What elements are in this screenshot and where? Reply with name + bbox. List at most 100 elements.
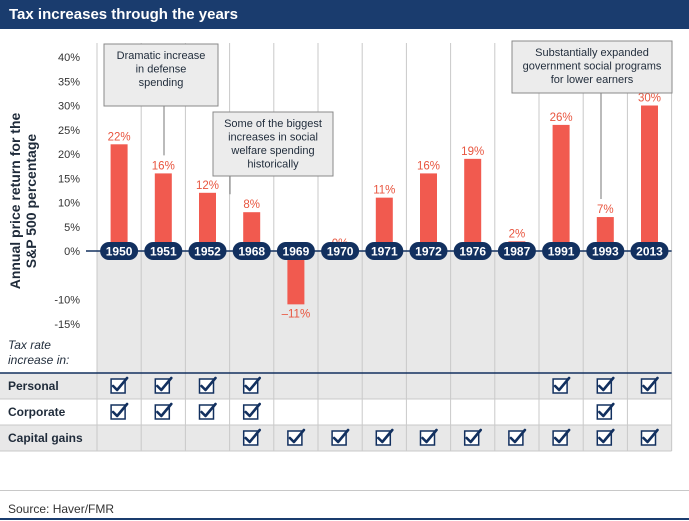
- year-badge-1993: [586, 242, 625, 260]
- year-badge-1971: [365, 242, 404, 260]
- bar-1968: [243, 212, 261, 251]
- checkbox-icon: [375, 430, 392, 446]
- checkbox-icon: [242, 404, 259, 420]
- bar-1972: [420, 173, 437, 251]
- year-badge-label-1968: 1968: [238, 245, 265, 259]
- y-tick-label: 25%: [58, 125, 80, 137]
- bar-1952: [199, 192, 216, 251]
- year-badge-label-2013: 2013: [636, 245, 663, 259]
- year-badge-1991: [542, 242, 581, 260]
- check-mark-icon: [598, 428, 615, 444]
- value-label-1950: 22%: [108, 131, 131, 143]
- value-label-1987: 2%: [509, 228, 526, 240]
- annotation-text: Substantially expanded: [535, 47, 649, 59]
- year-badge-1972: [409, 242, 448, 260]
- check-mark-icon: [598, 376, 615, 392]
- y-tick-label: -15%: [54, 319, 80, 331]
- year-badge-2013: [630, 242, 669, 260]
- bar-chart: 40% 35% 30% 25% 20% 15% 10% 5% 0% -10% -15% Annual …: [0, 40, 673, 452]
- checkbox-icon: [110, 404, 126, 420]
- check-mark-icon: [465, 428, 482, 444]
- y-tick-label: 30%: [58, 101, 80, 113]
- bar-1991: [552, 124, 570, 251]
- y-tick-label: 40%: [58, 52, 80, 64]
- year-badge-label-1993: 1993: [592, 245, 619, 259]
- checkbox-icon: [242, 378, 259, 394]
- header-bar: Tax increases through the years: [0, 0, 689, 29]
- annotation-text: welfare spending: [230, 145, 314, 157]
- checkbox-icon: [198, 404, 215, 420]
- year-badge-label-1952: 1952: [194, 245, 221, 259]
- year-badge-label-1991: 1991: [548, 245, 575, 259]
- year-badge-label-1987: 1987: [504, 245, 531, 259]
- check-mark-icon: [200, 376, 217, 392]
- check-mark-icon: [509, 428, 527, 444]
- checkbox-icon: [154, 378, 171, 394]
- check-mark-icon: [553, 428, 571, 444]
- year-badge-1952: [188, 242, 227, 260]
- annotation-text: government social programs: [523, 61, 662, 73]
- checkbox-icon: [552, 430, 568, 446]
- value-label-1968: 8%: [243, 199, 260, 211]
- check-mark-icon: [642, 428, 659, 444]
- negative-region-shade: [97, 251, 672, 373]
- check-mark-icon: [200, 402, 217, 418]
- bar-1950: [110, 144, 128, 251]
- year-badge-label-1951: 1951: [150, 245, 177, 259]
- checkbox-icon: [198, 378, 215, 394]
- year-badge-label-1950: 1950: [106, 245, 133, 259]
- check-mark-icon: [642, 376, 659, 392]
- bar-1951: [154, 173, 172, 251]
- annotation-text: spending: [139, 77, 184, 89]
- value-label-1971: 11%: [373, 185, 395, 197]
- bar-2013: [641, 105, 658, 251]
- year-badge-1968: [232, 242, 271, 260]
- value-label-1951: 16%: [152, 160, 175, 172]
- table-row: [0, 399, 672, 425]
- y-tick-label: 0%: [64, 246, 80, 258]
- y-axis-title: Annual price return for the S&P 500 perce…: [7, 113, 39, 290]
- value-label-1952: 12%: [196, 180, 219, 192]
- check-mark-icon: [244, 428, 261, 444]
- value-label-1972: 16%: [417, 160, 440, 172]
- year-badge-1987: [497, 242, 536, 260]
- checkbox-icon: [110, 378, 126, 394]
- bar-1969: [287, 251, 305, 305]
- checkbox-icon: [463, 430, 480, 446]
- table-header-line: increase in:: [8, 353, 69, 367]
- check-mark-icon: [332, 428, 350, 444]
- annotation-text: Some of the biggest: [224, 118, 322, 130]
- chart-title: Tax increases through the years: [9, 6, 238, 23]
- value-label-2013: 30%: [638, 93, 661, 105]
- checkbox-icon: [596, 430, 613, 446]
- checkbox-icon: [640, 378, 657, 394]
- y-tick-label: -10%: [54, 295, 80, 307]
- checkbox-icon: [596, 378, 613, 394]
- annotation-box: [103, 43, 219, 107]
- bar-1976: [464, 158, 482, 251]
- check-mark-icon: [598, 402, 615, 418]
- check-mark-icon: [288, 428, 306, 444]
- checkbox-icon: [596, 404, 613, 420]
- bar-1971: [375, 197, 393, 251]
- row-label-capital-gains: Capital gains: [8, 431, 83, 445]
- year-badge-label-1971: 1971: [371, 245, 398, 259]
- y-tick-label: 20%: [58, 149, 80, 161]
- checkbox-icon: [419, 430, 436, 446]
- check-mark-icon: [111, 402, 129, 418]
- check-mark-icon: [156, 376, 173, 392]
- table-row: [0, 373, 672, 399]
- check-mark-icon: [553, 376, 571, 392]
- year-badge-label-1976: 1976: [459, 245, 486, 259]
- y-axis-title-line: S&P 500 percentage: [23, 134, 39, 269]
- checkbox-icon: [287, 430, 303, 446]
- year-badge-1951: [144, 242, 183, 260]
- year-badge-label-1970: 1970: [327, 245, 354, 259]
- annotation-text: increases in social: [228, 132, 318, 144]
- checkbox-icon: [242, 430, 259, 446]
- y-tick-label: 15%: [58, 173, 80, 185]
- value-label-1976: 19%: [461, 146, 484, 158]
- year-badge-1970: [321, 242, 360, 260]
- value-label-1969: –11%: [282, 308, 311, 320]
- value-label-1991: 26%: [550, 112, 573, 124]
